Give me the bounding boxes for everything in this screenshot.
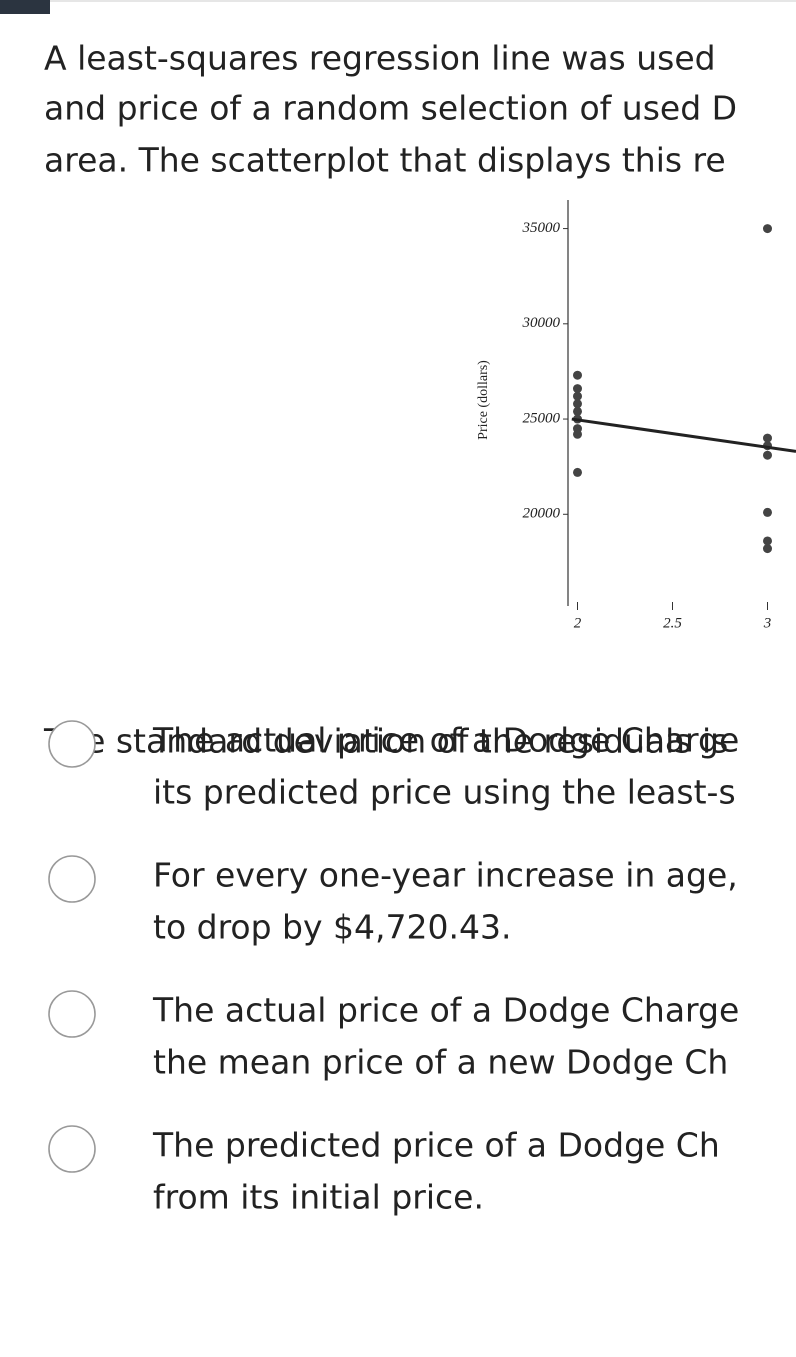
scatter-point — [573, 399, 582, 409]
question-line: area. The scatterplot that displays this… — [44, 141, 726, 180]
scatter-point — [573, 391, 582, 401]
scatter-point — [573, 467, 582, 477]
x-tick-label: 2.5 — [663, 615, 682, 631]
y-axis-label: Price (dollars) — [476, 360, 491, 440]
regression-line — [571, 417, 796, 453]
x-tick-label: 2 — [574, 615, 582, 631]
scatter-point — [763, 507, 772, 517]
scatter-point — [573, 370, 582, 380]
scatter-point — [763, 536, 772, 546]
question-line: A least-squares regression line was used — [44, 39, 716, 78]
y-tick-label: 25000 — [523, 410, 561, 426]
option-text: The actual price of a Dodge Charge — [152, 991, 739, 1030]
scatter-point — [763, 433, 772, 443]
scatter-point — [763, 450, 772, 460]
header-block — [0, 0, 50, 14]
question-line: and price of a random selection of used … — [44, 89, 737, 128]
y-tick-label: 20000 — [523, 506, 561, 522]
scatter-point — [573, 384, 582, 394]
prompt: The standard deviation of the residuals … — [43, 722, 728, 761]
radio-button[interactable] — [48, 990, 96, 1038]
scatter-point — [763, 224, 772, 234]
y-tick-label: 35000 — [522, 220, 561, 236]
y-tick-label: 30000 — [522, 315, 561, 331]
radio-button[interactable] — [48, 1125, 96, 1173]
option-text: The actual price of a Dodge Charge — [152, 721, 739, 760]
radio-button[interactable] — [48, 720, 96, 768]
option-text: to drop by $4,720.43. — [153, 908, 511, 947]
scatter-point — [573, 429, 582, 439]
x-tick-label: 3 — [763, 615, 772, 631]
option-text: The predicted price of a Dodge Ch — [152, 1126, 720, 1165]
scatter-point — [763, 544, 772, 554]
option-text: from its initial price. — [153, 1178, 484, 1217]
option-text: its predicted price using the least-s — [153, 773, 736, 812]
option-text: For every one-year increase in age, — [153, 856, 738, 895]
option-text: the mean price of a new Dodge Ch — [153, 1043, 728, 1082]
scatter-point — [573, 406, 582, 416]
radio-button[interactable] — [48, 855, 96, 903]
